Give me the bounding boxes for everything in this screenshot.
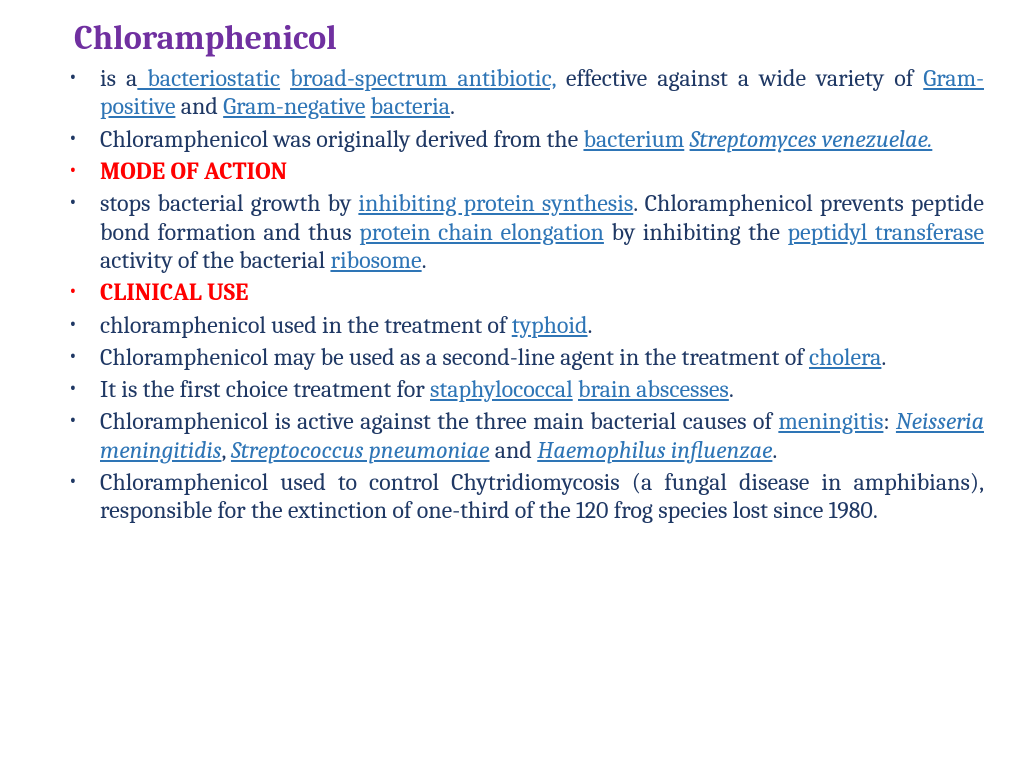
hyperlink[interactable]: inhibiting protein synthesis: [358, 189, 633, 217]
bullet-item: is a bacteriostatic broad-spectrum antib…: [80, 64, 984, 121]
text-run: [280, 64, 290, 92]
text-run: ,: [221, 436, 230, 464]
hyperlink[interactable]: meningitis: [778, 407, 883, 435]
slide-title: Chloramphenicol: [74, 18, 984, 58]
text-run: and: [175, 92, 223, 120]
bullet-heading: CLINICAL USE: [80, 278, 984, 306]
hyperlink[interactable]: brain abscesses: [578, 375, 729, 403]
text-run: Chloramphenicol was originally derived f…: [100, 125, 583, 153]
bullet-heading: MODE OF ACTION: [80, 157, 984, 185]
bullet-item: Chloramphenicol used to control Chytridi…: [80, 468, 984, 525]
slide: Chloramphenicol is a bacteriostatic broa…: [0, 0, 1024, 549]
text-run: chloramphenicol used in the treatment of: [100, 311, 512, 339]
hyperlink[interactable]: cholera: [809, 343, 881, 371]
hyperlink[interactable]: Streptomyces venezuelae.: [690, 125, 933, 153]
text-run: :: [883, 407, 896, 435]
text-run: and: [489, 436, 537, 464]
bullet-item: chloramphenicol used in the treatment of…: [80, 311, 984, 339]
hyperlink[interactable]: bacteria: [371, 92, 450, 120]
hyperlink[interactable]: peptidyl transferase: [788, 218, 985, 246]
hyperlink[interactable]: Streptococcus pneumoniae: [231, 436, 490, 464]
hyperlink[interactable]: bacterium: [583, 125, 684, 153]
bullet-item: Chloramphenicol may be used as a second-…: [80, 343, 984, 371]
bullet-list: is a bacteriostatic broad-spectrum antib…: [40, 64, 984, 525]
text-run: activity of the bacterial: [100, 246, 330, 274]
text-run: stops bacterial growth by: [100, 189, 358, 217]
bullet-item: It is the first choice treatment for sta…: [80, 375, 984, 403]
text-run: Chloramphenicol may be used as a second-…: [100, 343, 809, 371]
hyperlink[interactable]: staphylococcal: [430, 375, 573, 403]
hyperlink[interactable]: bacteriostatic: [137, 64, 280, 92]
text-run: Chloramphenicol is active against the th…: [100, 407, 778, 435]
text-run: by inhibiting the: [604, 218, 788, 246]
text-run: effective against a wide variety of: [556, 64, 923, 92]
bullet-item: Chloramphenicol is active against the th…: [80, 407, 984, 464]
text-run: Chloramphenicol used to control Chytridi…: [100, 468, 984, 524]
heading-text: CLINICAL USE: [100, 278, 248, 306]
hyperlink[interactable]: protein chain elongation: [359, 218, 604, 246]
text-run: is a: [100, 64, 137, 92]
text-run: It is the first choice treatment for: [100, 375, 430, 403]
bullet-item: stops bacterial growth by inhibiting pro…: [80, 189, 984, 274]
heading-text: MODE OF ACTION: [100, 157, 287, 185]
hyperlink[interactable]: broad-spectrum antibiotic,: [290, 64, 556, 92]
hyperlink[interactable]: typhoid: [512, 311, 588, 339]
hyperlink[interactable]: Gram-negative: [223, 92, 365, 120]
bullet-item: Chloramphenicol was originally derived f…: [80, 125, 984, 153]
hyperlink[interactable]: ribosome: [330, 246, 421, 274]
hyperlink[interactable]: Haemophilus influenzae: [537, 436, 772, 464]
